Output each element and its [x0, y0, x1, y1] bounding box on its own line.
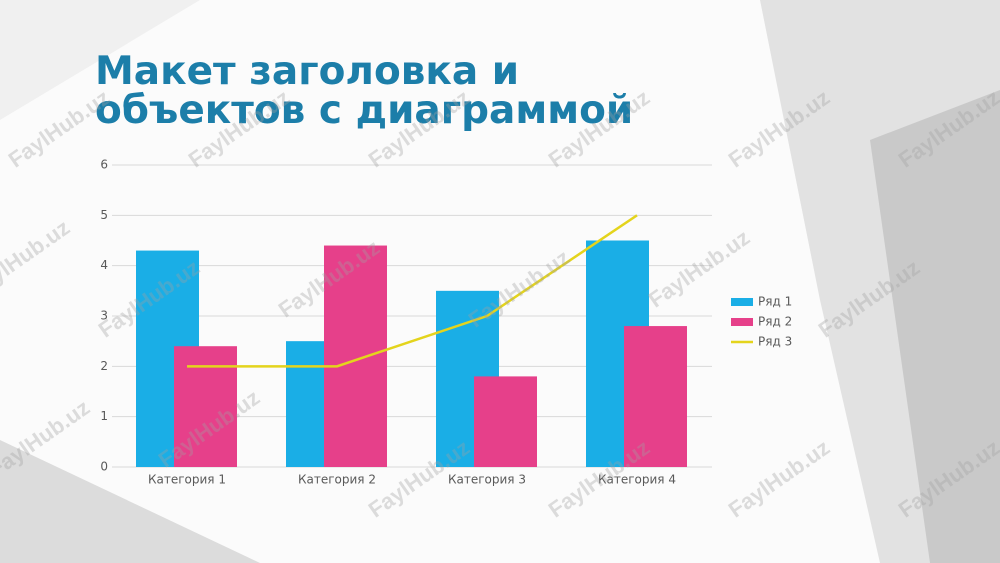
line-series [187, 214, 638, 368]
bar [624, 326, 687, 467]
bg-shape [0, 0, 200, 120]
watermark: FaylHub.uz [544, 85, 654, 173]
bg-shape [0, 440, 260, 563]
legend-label: Ряд 2 [758, 315, 792, 329]
watermark: FaylHub.uz [364, 85, 474, 173]
x-tick-label: Категория 2 [298, 473, 376, 487]
y-tick-label: 6 [100, 158, 108, 172]
watermark: FaylHub.uz [814, 255, 924, 343]
x-tick-label: Категория 4 [598, 473, 676, 487]
legend-swatch [731, 318, 753, 326]
x-tick-label: Категория 3 [448, 473, 526, 487]
y-tick-label: 1 [100, 409, 108, 423]
bar [474, 376, 537, 467]
y-tick-label: 4 [100, 258, 108, 272]
bar [324, 245, 387, 467]
watermark: FaylHub.uz [724, 85, 834, 173]
legend-swatch [731, 298, 753, 306]
watermark: FaylHub.uz [4, 85, 114, 173]
watermark: FaylHub.uz [0, 395, 94, 483]
slide-title: Макет заголовка и объектов с диаграммой [95, 49, 634, 133]
watermark: FaylHub.uz [894, 435, 1000, 523]
y-tick-label: 0 [100, 460, 108, 474]
y-tick-label: 5 [100, 208, 108, 222]
watermark: FaylHub.uz [184, 85, 294, 173]
watermark: FaylHub.uz [0, 215, 74, 303]
legend-label: Ряд 1 [758, 295, 792, 309]
bg-shape [870, 90, 1000, 563]
watermark: FaylHub.uz [724, 435, 834, 523]
watermark: FaylHub.uz [894, 85, 1000, 173]
y-tick-label: 2 [100, 359, 108, 373]
y-tick-label: 3 [100, 309, 108, 323]
x-tick-label: Категория 1 [148, 473, 226, 487]
watermark: FaylHub.uz [464, 245, 574, 333]
legend-label: Ряд 3 [758, 335, 792, 349]
